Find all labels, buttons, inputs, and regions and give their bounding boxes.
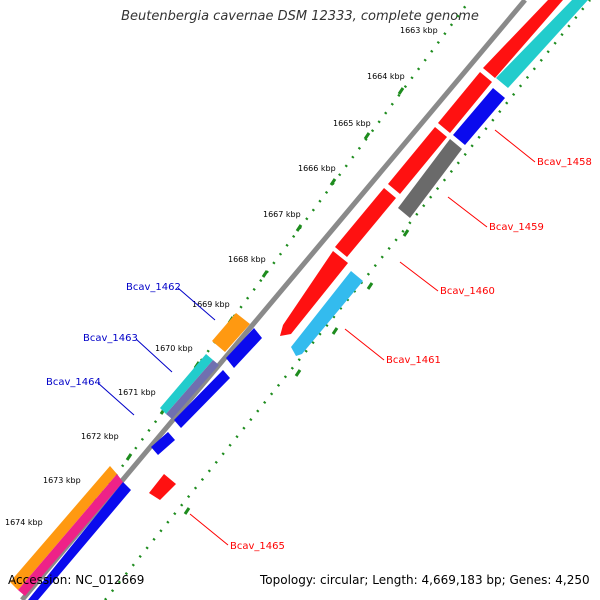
gene-feature-bcav-1464-blue-a[interactable]: [174, 370, 230, 428]
genome-stats-text: Topology: circular; Length: 4,669,183 bp…: [260, 573, 590, 587]
callout-line-bcav-1458: [494, 129, 536, 163]
gene-feature-bcav-1462-orange[interactable]: [212, 313, 250, 352]
gene-feature-bcav-1463-purple[interactable]: [166, 360, 219, 419]
genome-title: Beutenbergia cavernae DSM 12333, complet…: [121, 9, 479, 24]
callout-line-bcav-1462: [177, 287, 216, 321]
gene-feature-bcav-1461-skyblue[interactable]: [291, 271, 363, 356]
kbp-label: 1673 kbp: [43, 476, 81, 485]
gene-feature-orange-long[interactable]: [10, 466, 117, 590]
gene-feature-bcav-1460-red-b[interactable]: [335, 188, 396, 257]
kbp-label: 1663 kbp: [400, 26, 438, 35]
kbp-labels: 1663 kbp 1664 kbp 1665 kbp 1666 kbp 1667…: [5, 26, 438, 527]
gene-feature-bcav-1458-cyan[interactable]: [496, 0, 588, 88]
ruler-tick-line-right: [104, 0, 591, 600]
gene-label-bcav-1465[interactable]: Bcav_1465: [230, 541, 285, 552]
kbp-label: 1668 kbp: [228, 255, 266, 264]
kbp-label: 1664 kbp: [367, 72, 405, 81]
gene-label-bcav-1464[interactable]: Bcav_1464: [46, 377, 101, 388]
callout-line-bcav-1461: [344, 328, 385, 361]
callout-line-bcav-1464: [97, 382, 135, 416]
kbp-label: 1665 kbp: [333, 119, 371, 128]
callout-line-bcav-1460: [399, 261, 439, 292]
gene-feature-bcav-1465-red[interactable]: [149, 474, 176, 500]
kbp-label: 1666 kbp: [298, 164, 336, 173]
inner-gene-features[interactable]: [10, 313, 262, 600]
gene-callout-lines: [97, 129, 536, 546]
gene-feature-red-a[interactable]: [438, 72, 492, 133]
gene-feature-bcav-1460-red-c[interactable]: [280, 251, 348, 336]
gene-feature-bcav-1462-blue[interactable]: [226, 328, 262, 368]
kbp-label: 1672 kbp: [81, 432, 119, 441]
gene-feature-bcav-1460-red-a[interactable]: [388, 127, 447, 194]
gene-label-bcav-1462[interactable]: Bcav_1462: [126, 282, 181, 293]
callout-line-bcav-1465: [189, 513, 229, 546]
kbp-label: 1671 kbp: [118, 388, 156, 397]
gene-label-bcav-1458[interactable]: Bcav_1458: [537, 157, 592, 168]
callout-line-bcav-1459: [447, 196, 488, 228]
gene-label-bcav-1463[interactable]: Bcav_1463: [83, 333, 138, 344]
gene-feature-bcav-1464-blue-b[interactable]: [151, 432, 175, 455]
gene-label-bcav-1459[interactable]: Bcav_1459: [489, 222, 544, 233]
gene-feature-magenta-long[interactable]: [18, 474, 123, 596]
gene-feature-bcav-1458-red[interactable]: [483, 0, 563, 78]
gene-label-bcav-1461[interactable]: Bcav_1461: [386, 355, 441, 366]
kbp-label: 1667 kbp: [263, 210, 301, 219]
gene-feature-blue-long[interactable]: [28, 482, 131, 600]
outer-gene-features[interactable]: [149, 0, 588, 500]
gene-feature-bcav-1463-cyan[interactable]: [160, 354, 213, 414]
gene-feature-bcav-1459-gray[interactable]: [398, 139, 462, 218]
kbp-label: 1674 kbp: [5, 518, 43, 527]
gene-label-bcav-1460[interactable]: Bcav_1460: [440, 286, 495, 297]
kbp-label: 1669 kbp: [192, 300, 230, 309]
gene-labels: Bcav_1458 Bcav_1459 Bcav_1460 Bcav_1461 …: [46, 157, 592, 552]
callout-line-bcav-1463: [135, 338, 173, 373]
gene-feature-bcav-1459-blue[interactable]: [453, 88, 505, 145]
kbp-label: 1670 kbp: [155, 344, 193, 353]
accession-text: Accession: NC_012669: [8, 573, 145, 587]
